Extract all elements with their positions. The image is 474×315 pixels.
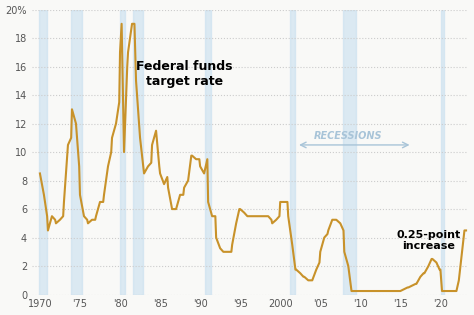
Text: 0.25-point
increase: 0.25-point increase	[396, 230, 461, 251]
Bar	[133, 9, 143, 295]
Bar	[344, 9, 356, 295]
Text: RECESSIONS: RECESSIONS	[314, 131, 383, 141]
Bar	[39, 9, 47, 295]
Bar	[120, 9, 125, 295]
Bar	[441, 9, 445, 295]
Bar	[71, 9, 82, 295]
Text: Federal funds
target rate: Federal funds target rate	[136, 60, 232, 88]
Bar	[290, 9, 295, 295]
Bar	[205, 9, 210, 295]
